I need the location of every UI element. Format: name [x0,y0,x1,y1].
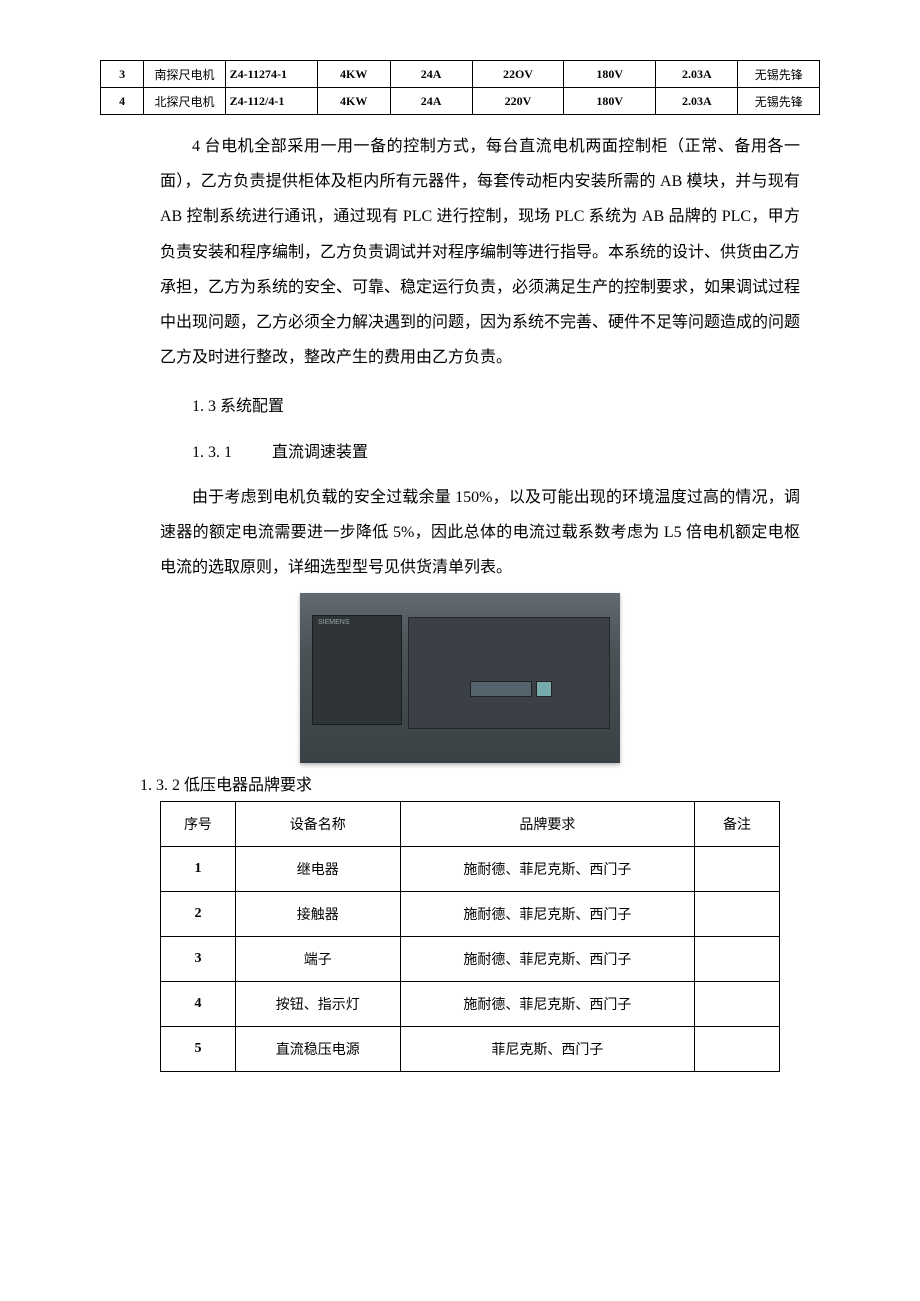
cell-idx: 5 [161,1027,236,1072]
table-row: 1 继电器 施耐德、菲尼克斯、西门子 [161,847,780,892]
th-idx: 序号 [161,802,236,847]
cell-current: 24A [390,88,472,115]
th-brand: 品牌要求 [400,802,694,847]
cell-brand: 菲尼克斯、西门子 [400,1027,694,1072]
cell-v2: 180V [564,88,656,115]
cell-power: 4KW [317,88,390,115]
heading-1-3-2: 1. 3. 2 低压电器品牌要求 [100,771,820,795]
heading-text: 直流调速装置 [272,444,368,461]
th-name: 设备名称 [235,802,400,847]
cell-name: 接触器 [235,892,400,937]
cell-volt: 22OV [472,61,564,88]
table-header-row: 序号 设备名称 品牌要求 备注 [161,802,780,847]
motor-spec-table: 3 南探尺电机 Z4-11274-1 4KW 24A 22OV 180V 2.0… [100,60,820,115]
table-row: 4 按钮、指示灯 施耐德、菲尼克斯、西门子 [161,982,780,1027]
cell-brand: 施耐德、菲尼克斯、西门子 [400,892,694,937]
cell-name: 南探尺电机 [144,61,225,88]
cell-idx: 3 [161,937,236,982]
cell-note [695,892,780,937]
brand-requirement-table: 序号 设备名称 品牌要求 备注 1 继电器 施耐德、菲尼克斯、西门子 2 接触器… [160,801,780,1072]
cell-idx: 3 [101,61,144,88]
paragraph-1: 4 台电机全部采用一用一备的控制方式，每台直流电机两面控制柜（正常、备用各一面）… [100,129,820,375]
cell-idx: 4 [101,88,144,115]
cell-idx: 4 [161,982,236,1027]
paragraph-2: 由于考虑到电机负载的安全过载余量 150%，以及可能出现的环境温度过高的情况，调… [100,480,820,586]
cell-vendor: 无锡先锋 [738,88,820,115]
cell-note [695,937,780,982]
cell-note [695,982,780,1027]
cell-a2: 2.03A [656,88,738,115]
cell-note [695,1027,780,1072]
cell-name: 直流稳压电源 [235,1027,400,1072]
heading-1-3-1: 1. 3. 1 直流调速装置 [100,435,820,470]
table-row: 4 北探尺电机 Z4-112/4-1 4KW 24A 220V 180V 2.0… [101,88,820,115]
cell-power: 4KW [317,61,390,88]
table-row: 5 直流稳压电源 菲尼克斯、西门子 [161,1027,780,1072]
cell-idx: 1 [161,847,236,892]
table-row: 3 端子 施耐德、菲尼克斯、西门子 [161,937,780,982]
cell-model: Z4-11274-1 [225,61,317,88]
cell-a2: 2.03A [656,61,738,88]
cell-name: 北探尺电机 [144,88,225,115]
cell-idx: 2 [161,892,236,937]
heading-number: 1. 3. 1 [192,444,232,461]
cell-model: Z4-112/4-1 [225,88,317,115]
cell-brand: 施耐德、菲尼克斯、西门子 [400,937,694,982]
cell-name: 继电器 [235,847,400,892]
cell-vendor: 无锡先锋 [738,61,820,88]
cell-name: 端子 [235,937,400,982]
cell-v2: 180V [564,61,656,88]
cell-current: 24A [390,61,472,88]
cell-brand: 施耐德、菲尼克斯、西门子 [400,847,694,892]
cell-volt: 220V [472,88,564,115]
cell-note [695,847,780,892]
cell-name: 按钮、指示灯 [235,982,400,1027]
th-note: 备注 [695,802,780,847]
cell-brand: 施耐德、菲尼克斯、西门子 [400,982,694,1027]
heading-1-3: 1. 3 系统配置 [100,389,820,424]
table-row: 3 南探尺电机 Z4-11274-1 4KW 24A 22OV 180V 2.0… [101,61,820,88]
device-photo: SIEMENS [300,593,620,763]
table-row: 2 接触器 施耐德、菲尼克斯、西门子 [161,892,780,937]
